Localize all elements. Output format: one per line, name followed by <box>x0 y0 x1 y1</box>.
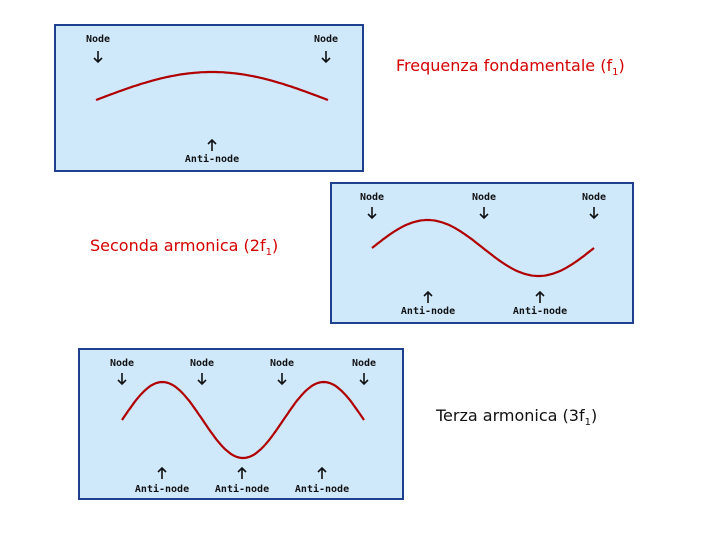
up-arrow-icon <box>317 466 327 479</box>
node-label-1: Node <box>85 34 111 45</box>
antinode-label-3: Anti-node <box>294 484 350 495</box>
node-label-1: Node <box>359 192 385 203</box>
node-label-2: Node <box>313 34 339 45</box>
node-label-3: Node <box>269 358 295 369</box>
down-arrow-icon <box>359 373 369 386</box>
node-label-3: Node <box>581 192 607 203</box>
panel-third-harmonic: Node Node Node Node Anti-node Anti-node … <box>78 348 404 500</box>
up-arrow-icon <box>423 290 433 303</box>
wave-fundamental <box>95 70 329 102</box>
caption-second-harmonic: Seconda armonica (2f1) <box>90 236 279 259</box>
down-arrow-icon <box>321 51 331 64</box>
antinode-label-1: Anti-node <box>134 484 190 495</box>
down-arrow-icon <box>117 373 127 386</box>
up-arrow-icon <box>237 466 247 479</box>
down-arrow-icon <box>589 207 599 220</box>
caption-third-harmonic: Terza armonica (3f1) <box>436 406 598 429</box>
antinode-label-2: Anti-node <box>214 484 270 495</box>
antinode-label-2: Anti-node <box>512 306 568 317</box>
down-arrow-icon <box>277 373 287 386</box>
up-arrow-icon <box>157 466 167 479</box>
node-label-2: Node <box>471 192 497 203</box>
up-arrow-icon <box>207 138 217 151</box>
down-arrow-icon <box>479 207 489 220</box>
down-arrow-icon <box>197 373 207 386</box>
panel-second-harmonic: Node Node Node Anti-node Anti-node <box>330 182 634 324</box>
node-label-4: Node <box>351 358 377 369</box>
antinode-label-1: Anti-node <box>400 306 456 317</box>
antinode-label-1: Anti-node <box>184 154 240 165</box>
up-arrow-icon <box>535 290 545 303</box>
caption-fundamental: Frequenza fondamentale (f1) <box>396 56 625 79</box>
down-arrow-icon <box>93 51 103 64</box>
node-label-2: Node <box>189 358 215 369</box>
wave-second-harmonic <box>371 218 595 278</box>
panel-fundamental: Node Node Anti-node <box>54 24 364 172</box>
node-label-1: Node <box>109 358 135 369</box>
down-arrow-icon <box>367 207 377 220</box>
wave-third-harmonic <box>121 380 365 460</box>
